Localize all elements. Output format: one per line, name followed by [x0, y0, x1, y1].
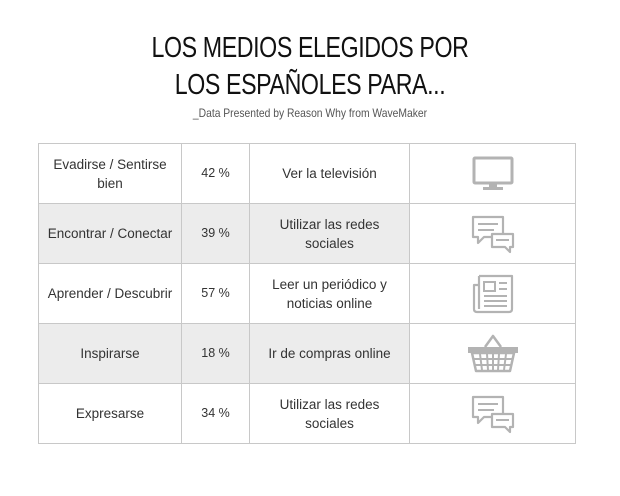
- source-credit: _Data Presented by Reason Why from WaveM…: [192, 106, 428, 120]
- purpose-cell: Evadirse / Sentirse bien: [38, 143, 182, 204]
- purpose-cell: Expresarse: [38, 383, 182, 444]
- icon-cell: [409, 383, 576, 444]
- media-table: Evadirse / Sentirse bien 42 % Ver la tel…: [38, 143, 576, 444]
- chat-bubbles-icon: [471, 395, 514, 433]
- medium-cell: Utilizar las redes sociales: [249, 383, 410, 444]
- percent-cell: 39 %: [181, 203, 250, 264]
- table-row: Aprender / Descubrir 57 % Leer un periód…: [38, 263, 576, 324]
- purpose-cell: Encontrar / Conectar: [38, 203, 182, 264]
- page-title: LOS MEDIOS ELEGIDOS POR LOS ESPAÑOLES PA…: [62, 30, 558, 104]
- medium-cell: Utilizar las redes sociales: [249, 203, 410, 264]
- percent-cell: 18 %: [181, 323, 250, 384]
- purpose-cell: Inspirarse: [38, 323, 182, 384]
- percent-cell: 42 %: [181, 143, 250, 204]
- medium-cell: Leer un periódico y noticias online: [249, 263, 410, 324]
- newspaper-icon: [472, 274, 513, 313]
- medium-cell: Ir de compras online: [249, 323, 410, 384]
- television-icon: [472, 156, 513, 190]
- medium-cell: Ver la televisión: [249, 143, 410, 204]
- title-line-2: LOS ESPAÑOLES PARA...: [174, 69, 446, 101]
- table-row: Encontrar / Conectar 39 % Utilizar las r…: [38, 203, 576, 264]
- title-line-1: LOS MEDIOS ELEGIDOS POR: [151, 32, 469, 64]
- icon-cell: [409, 323, 576, 384]
- purpose-cell: Aprender / Descubrir: [38, 263, 182, 324]
- icon-cell: [409, 263, 576, 324]
- icon-cell: [409, 143, 576, 204]
- table-row: Expresarse 34 % Utilizar las redes socia…: [38, 383, 576, 444]
- table-row: Inspirarse 18 % Ir de compras online: [38, 323, 576, 384]
- icon-cell: [409, 203, 576, 264]
- percent-cell: 34 %: [181, 383, 250, 444]
- chat-bubbles-icon: [471, 215, 514, 253]
- table-row: Evadirse / Sentirse bien 42 % Ver la tel…: [38, 143, 576, 204]
- shopping-basket-icon: [467, 334, 518, 372]
- percent-cell: 57 %: [181, 263, 250, 324]
